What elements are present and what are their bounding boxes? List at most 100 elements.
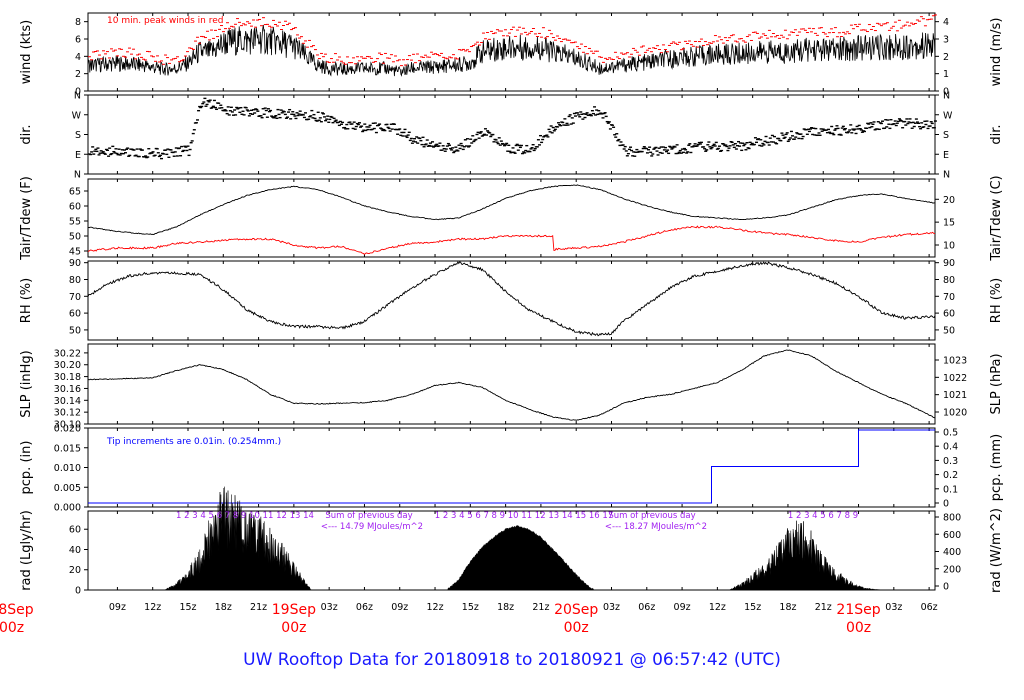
tick-label-wind-right: 3: [943, 35, 949, 46]
panel-frame-temp: [87, 178, 936, 258]
x-tick-label: 09z: [109, 602, 126, 613]
tick-label-wind-left: 8: [75, 17, 81, 28]
tick-label-slp-left: 30.12: [54, 408, 81, 419]
tick-label-rh-right: 80: [943, 275, 955, 286]
rad-sum-value-day1: <--- 14.79 MJoules/m^2: [321, 522, 423, 532]
precip-series-line: [88, 429, 935, 504]
axis-label-rh-left: RH (%): [19, 278, 34, 323]
x-date-time-label: 00z: [0, 620, 24, 636]
x-date-time-label: 00z: [564, 620, 589, 636]
x-tick-label: 15z: [179, 602, 196, 613]
tick-label-temp-left: 60: [69, 202, 81, 213]
x-tick-label: 21z: [532, 602, 549, 613]
tick-label-wind-left: 2: [75, 69, 81, 80]
tick-label-rh-right: 90: [943, 258, 955, 269]
tick-label-rh-right: 60: [943, 309, 955, 320]
panel-frame-slp: [87, 343, 936, 425]
x-tick-label: 09z: [674, 602, 691, 613]
tick-label-wind-left: 4: [75, 52, 81, 63]
axis-label-pcp-right: pcp. (mm): [989, 434, 1004, 501]
axis-label-pcp-left: pcp. (in): [19, 441, 34, 495]
x-date-time-label: 00z: [846, 620, 871, 636]
axis-label-slp-right: SLP (hPa): [989, 353, 1004, 414]
axis-label-dir-right: dir.: [989, 124, 1004, 144]
axis-label-slp-left: SLP (inHg): [19, 350, 34, 418]
tick-label-dir-left: S: [75, 130, 81, 141]
tick-label-dir-left: N: [74, 170, 81, 181]
tick-label-rad-right: 800: [943, 513, 961, 524]
axis-label-wind-left: wind (kts): [19, 20, 34, 84]
x-tick-label: 18z: [215, 602, 232, 613]
tick-label-rh-left: 50: [69, 325, 81, 336]
tick-label-slp-left: 30.18: [54, 372, 81, 383]
wind-series-line: [87, 24, 936, 77]
axis-label-rh-right: RH (%): [989, 278, 1004, 323]
rad-sum-label-day1: Sum of previous day: [325, 511, 412, 521]
x-tick-label: 06z: [356, 602, 373, 613]
air-temp-series-line: [87, 184, 936, 235]
tick-label-wind-right: 1: [943, 69, 949, 80]
rad-sum-value-day2: <--- 18.27 MJoules/m^2: [605, 522, 707, 532]
tick-label-pcp-right: 0.5: [943, 428, 958, 439]
dewpoint-series-line: [87, 225, 935, 256]
tick-label-temp-right: 10: [943, 241, 955, 252]
tick-label-dir-right: E: [943, 150, 949, 161]
x-tick-label: 03z: [885, 602, 902, 613]
tick-label-pcp-right: 0.1: [943, 484, 958, 495]
tick-label-rh-right: 70: [943, 292, 955, 303]
x-date-label: 21Sep: [836, 602, 880, 618]
tick-label-wind-left: 6: [75, 35, 81, 46]
tick-label-rad-right: 0: [943, 582, 949, 593]
tick-label-dir-left: W: [72, 110, 82, 121]
tick-label-rad-left: 20: [69, 565, 81, 576]
slp-series-line: [87, 349, 936, 421]
x-date-time-label: 00z: [281, 620, 306, 636]
axis-label-rad-right: rad (W/m^2): [989, 508, 1004, 593]
x-tick-label: 21z: [815, 602, 832, 613]
x-tick-label: 03z: [321, 602, 338, 613]
tick-label-slp-right: 1022: [943, 373, 967, 384]
axis-label-dir-left: dir.: [19, 124, 34, 144]
tick-label-dir-right: N: [943, 170, 950, 181]
tick-label-rad-right: 400: [943, 547, 961, 558]
rad-sum-label-day2: Sum of previous day: [608, 511, 695, 521]
x-tick-label: 06z: [638, 602, 655, 613]
tick-label-wind-right: 2: [943, 52, 949, 63]
tick-label-rh-left: 80: [69, 275, 81, 286]
tick-label-temp-left: 50: [69, 232, 81, 243]
tick-label-rad-right: 600: [943, 530, 961, 541]
tick-label-pcp-right: 0: [943, 499, 949, 510]
tick-label-slp-left: 30.10: [54, 420, 81, 431]
tick-label-slp-left: 30.20: [54, 360, 81, 371]
radiation-area-day-2: [446, 525, 595, 591]
x-tick-label: 15z: [462, 602, 479, 613]
tick-label-rh-left: 60: [69, 309, 81, 320]
tick-label-dir-right: N: [943, 91, 950, 102]
tick-label-dir-left: N: [74, 91, 81, 102]
tick-label-rh-right: 50: [943, 325, 955, 336]
x-tick-label: 21z: [250, 602, 267, 613]
x-tick-label: 12z: [709, 602, 726, 613]
tick-label-rad-right: 200: [943, 564, 961, 575]
rad-hour-numbers-day1: 1 2 3 4 5 6 7 8 9 10 11 12 13 14: [176, 511, 314, 521]
radiation-area-day-3: [729, 520, 883, 591]
tick-label-dir-right: W: [943, 110, 953, 121]
tick-label-temp-left: 55: [69, 217, 81, 228]
tick-label-rh-left: 70: [69, 292, 81, 303]
tick-label-slp-right: 1021: [943, 390, 967, 401]
tick-label-temp-left: 65: [69, 187, 81, 198]
x-tick-label: 12z: [144, 602, 161, 613]
tick-label-slp-left: 30.14: [54, 396, 81, 407]
tick-label-temp-right: 20: [943, 195, 955, 206]
tick-label-wind-right: 0: [943, 87, 949, 98]
tick-label-pcp-left: 0.010: [54, 463, 81, 474]
tick-label-pcp-right: 0.3: [943, 456, 958, 467]
x-tick-label: 12z: [426, 602, 443, 613]
x-tick-label: 03z: [603, 602, 620, 613]
rad-hour-numbers-day3: 1 2 3 4 5 6 7 8 9: [788, 511, 858, 521]
axis-label-temp-right: Tair/Tdew (C): [989, 175, 1004, 261]
tick-label-temp-right: 15: [943, 218, 955, 229]
tick-label-pcp-left: 0.000: [54, 503, 81, 514]
x-date-label: 20Sep: [554, 602, 598, 618]
